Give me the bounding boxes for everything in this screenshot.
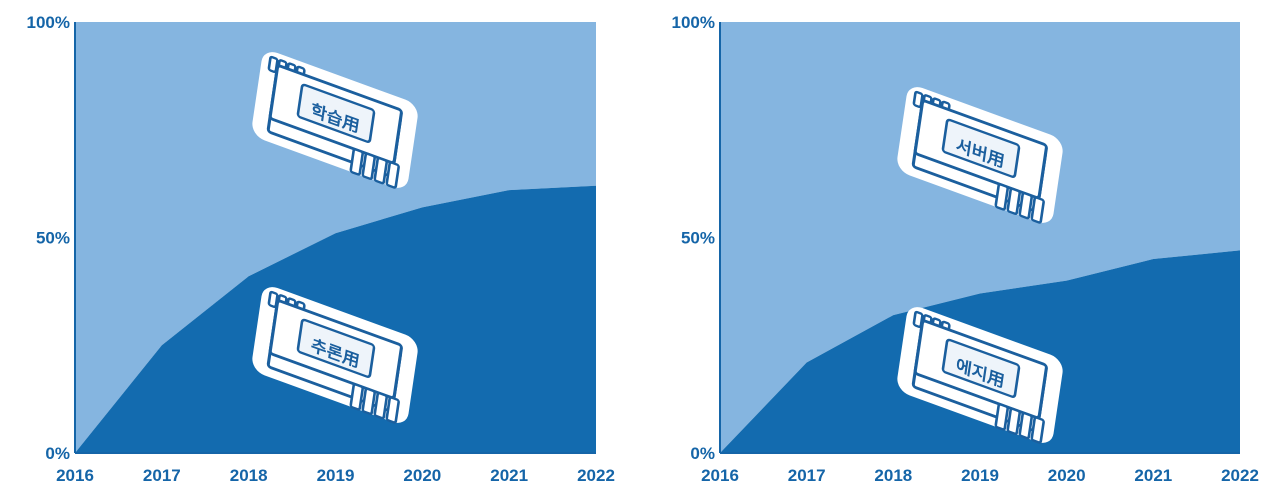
chip-icon: 에지用	[897, 307, 1063, 444]
y-tick-label: 0%	[45, 444, 70, 463]
x-tick-label: 2022	[577, 466, 615, 485]
x-tick-label: 2017	[143, 466, 181, 485]
x-tick-label: 2017	[788, 466, 826, 485]
y-tick-label: 50%	[36, 229, 70, 248]
chart-panel-1: 2016 2017 2018 2019 2020 2021 2022 0% 50% 100% 학습用…	[27, 13, 615, 485]
y-tick-label: 100%	[27, 13, 70, 32]
chip-icon: 서버用	[897, 87, 1063, 224]
x-tick-label: 2020	[1048, 466, 1086, 485]
chip-icon: 추론用	[252, 287, 418, 424]
y-tick-label: 100%	[672, 13, 715, 32]
x-tick-label: 2018	[230, 466, 268, 485]
area-series-upper	[720, 22, 1240, 453]
x-tick-label: 2022	[1221, 466, 1259, 485]
x-tick-label: 2016	[701, 466, 739, 485]
chart-panel-2: 2016 2017 2018 2019 2020 2021 2022 0% 50% 100% 서버用…	[672, 13, 1259, 485]
x-tick-label: 2019	[317, 466, 355, 485]
x-tick-label: 2021	[1134, 466, 1172, 485]
y-tick-label: 0%	[690, 444, 715, 463]
x-tick-label: 2021	[490, 466, 528, 485]
x-tick-label: 2018	[874, 466, 912, 485]
x-tick-label: 2020	[403, 466, 441, 485]
area-series-upper	[75, 22, 596, 453]
y-tick-label: 50%	[681, 229, 715, 248]
x-tick-label: 2016	[56, 466, 94, 485]
x-tick-label: 2019	[961, 466, 999, 485]
chip-icon: 학습用	[252, 52, 418, 189]
